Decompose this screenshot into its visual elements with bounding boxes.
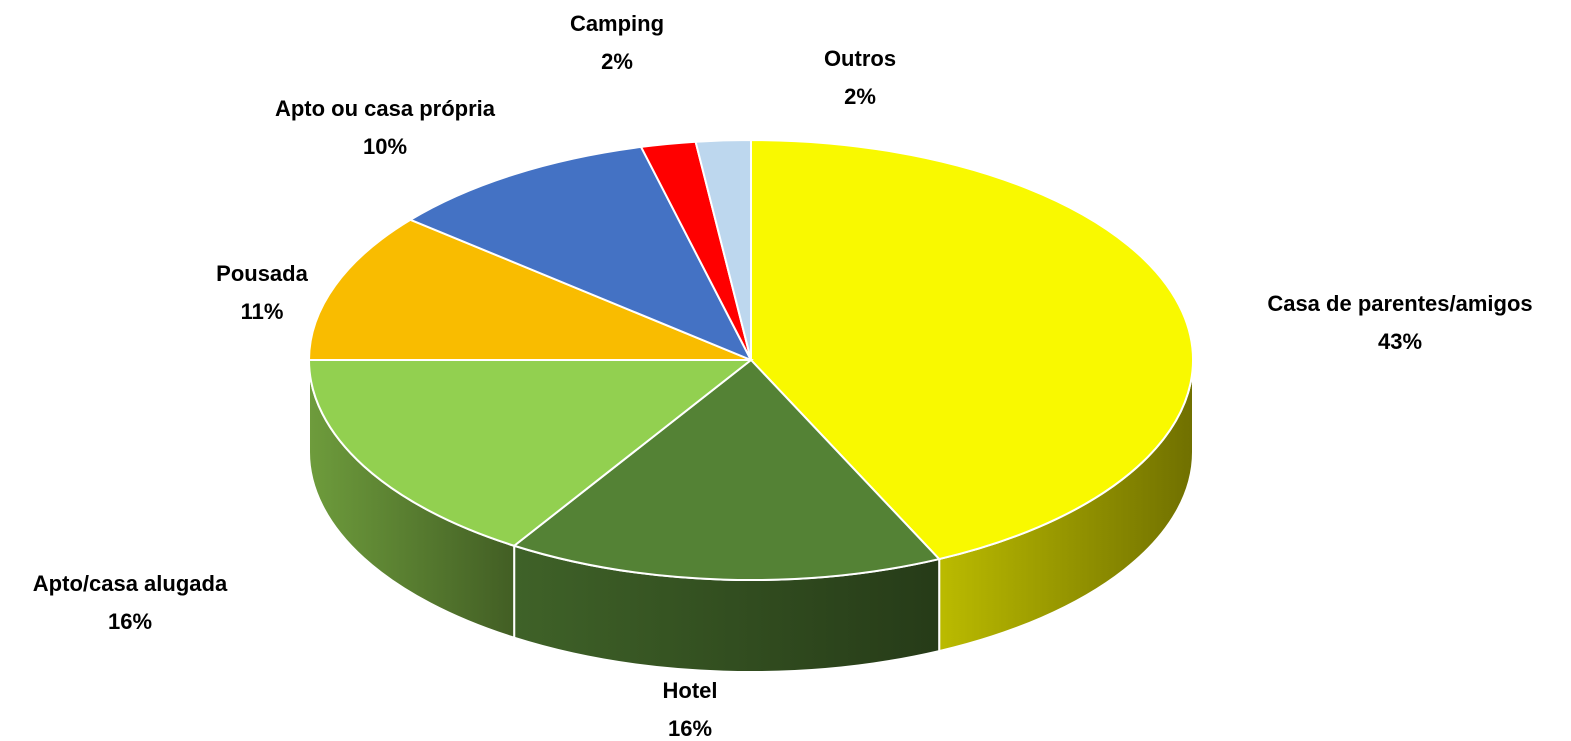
slice-value-label: 2% [601, 49, 633, 74]
slice [307, 359, 754, 547]
slice-label: Camping [570, 11, 664, 36]
slice [408, 145, 754, 362]
slice-value-label: 2% [844, 84, 876, 109]
slice [307, 218, 752, 361]
slice-value-label: 11% [241, 299, 284, 324]
slice [694, 138, 752, 361]
slice-value-label: 16% [668, 716, 712, 741]
slice [750, 138, 1194, 561]
slice-label: Casa de parentes/amigos [1267, 291, 1532, 316]
slice-value-label: 43% [1378, 329, 1422, 354]
slice-label: Apto/casa alugada [33, 571, 228, 596]
slice [512, 358, 942, 581]
slice-value-label: 10% [363, 134, 407, 159]
slice-label: Hotel [663, 678, 718, 703]
slice-value-label: 16% [108, 609, 152, 634]
slice-label: Apto ou casa própria [275, 96, 496, 121]
slice-label: Pousada [216, 261, 308, 286]
slice-label: Outros [824, 46, 896, 71]
